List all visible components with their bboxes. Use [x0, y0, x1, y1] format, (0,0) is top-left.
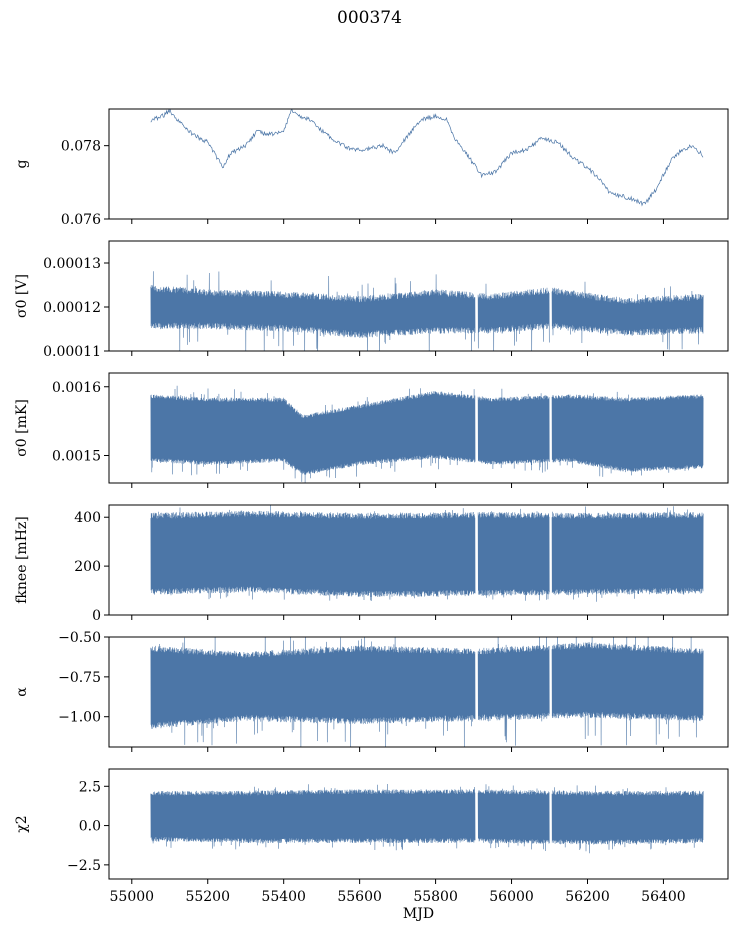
x-tick-label: 55400 [261, 889, 306, 905]
y-tick-label: −0.50 [58, 630, 101, 646]
x-tick-label: 55200 [185, 889, 230, 905]
y-tick-label: 0.0015 [52, 449, 101, 465]
x-axis-label: MJD [403, 906, 434, 922]
axes-frame [108, 240, 729, 352]
subplot-4: 0 200 400 fknee [mHz] [14, 504, 729, 624]
x-tick-label: 55600 [337, 889, 382, 905]
subplot-6: −2.5 0.0 2.5 55000 55200 55400 55600 55800 56000… [14, 768, 729, 922]
y-tick-label: 0.076 [61, 212, 101, 228]
figure-title: 000374 [337, 8, 402, 28]
y-tick-label: 0.00013 [43, 256, 101, 272]
y-axis-label: χ2 [14, 815, 30, 832]
y-axis-label: σ0 [mK] [14, 399, 30, 457]
x-tick-label: 55000 [110, 889, 155, 905]
axes-frame [108, 108, 729, 220]
y-tick-label: −1.00 [58, 710, 101, 726]
y-tick-label: 0.078 [61, 139, 101, 155]
subplot-3: 0.0015 0.0016 σ0 [mK] [14, 372, 729, 488]
y-tick-label: 2.5 [79, 779, 101, 795]
y-tick-label: 0.00011 [43, 344, 101, 360]
axes-frame [108, 636, 729, 748]
x-tick-label: 55800 [413, 889, 458, 905]
series-band [150, 637, 704, 747]
y-tick-label: 0.0016 [52, 380, 101, 396]
y-tick-label: −2.5 [67, 858, 101, 874]
y-tick-label: −0.75 [58, 670, 101, 686]
axes-frame [108, 372, 729, 484]
y-axis-label: σ0 [V] [14, 274, 30, 318]
series-band [150, 385, 704, 483]
series-band [150, 505, 704, 602]
subplot-1: 0.076 0.078 g [14, 108, 729, 228]
subplot-2: 0.00011 0.00012 0.00013 σ0 [V] [14, 240, 729, 360]
axes-frame [108, 504, 729, 616]
subplot-5: −1.00 −0.75 −0.50 α [14, 630, 729, 752]
y-tick-label: 0.00012 [43, 300, 101, 316]
x-tick-label: 56000 [489, 889, 534, 905]
x-tick-label: 56200 [565, 889, 610, 905]
y-axis-label: g [14, 159, 30, 168]
y-tick-label: 400 [74, 510, 101, 526]
y-tick-label: 0.0 [79, 819, 101, 835]
y-axis-label: fknee [mHz] [14, 516, 30, 604]
y-tick-label: 0 [92, 608, 101, 624]
series-line [150, 109, 704, 207]
y-axis-label: α [14, 687, 30, 697]
series-band [150, 271, 704, 351]
y-tick-label: 200 [74, 559, 101, 575]
x-tick-label: 56400 [641, 889, 686, 905]
axes-frame [108, 768, 729, 880]
series-band [150, 783, 704, 854]
